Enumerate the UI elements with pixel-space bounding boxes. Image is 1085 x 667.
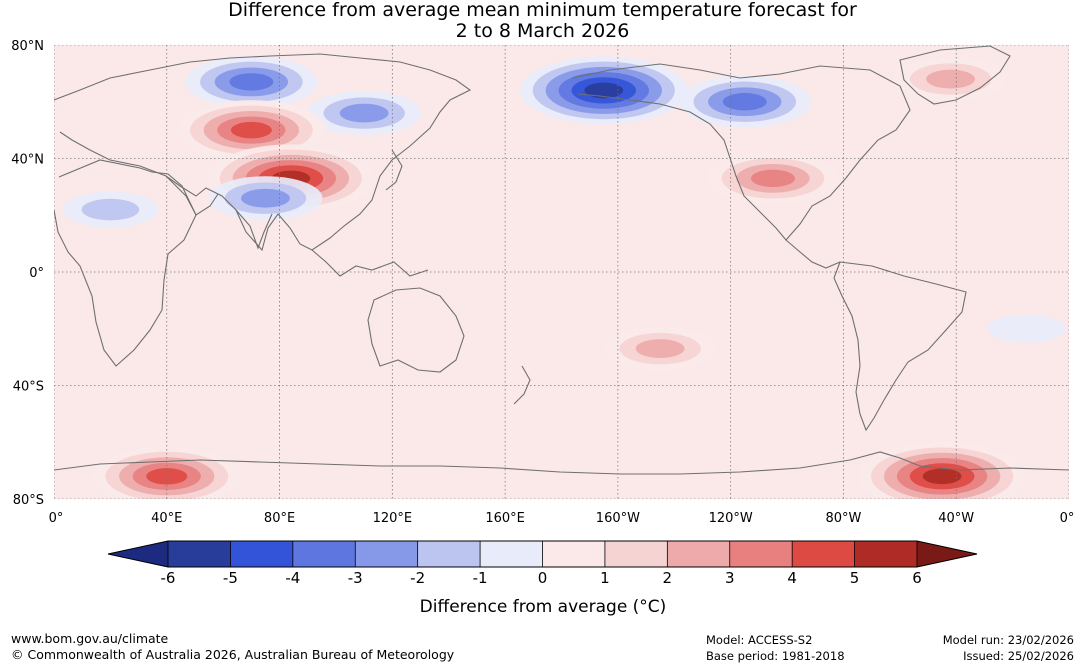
colorbar-segment	[355, 541, 419, 567]
colorbar-tick-label: -1	[473, 569, 488, 587]
map-panel	[54, 45, 1069, 499]
colorbar-segment	[604, 541, 668, 567]
colorbar-tick-label: -2	[410, 569, 425, 587]
colorbar-tick-label: -4	[285, 569, 300, 587]
colorbar-tick-label: -6	[161, 569, 176, 587]
colorbar-tick-label: -5	[223, 569, 238, 587]
lon-label: 120°W	[709, 511, 753, 526]
anomaly-contour	[922, 468, 962, 485]
anomaly-contour	[241, 188, 290, 208]
anomaly-contour	[146, 468, 188, 485]
lon-label: 80°W	[825, 511, 861, 526]
footer-base-period: Base period: 1981-2018	[706, 649, 845, 663]
anomaly-contour	[926, 69, 975, 89]
lon-label: 40°W	[938, 511, 974, 526]
footer-model: Model: ACCESS-S2	[706, 633, 813, 647]
lat-label: 40°N	[11, 153, 44, 168]
lat-label: 40°S	[13, 380, 44, 395]
anomaly-contour	[230, 121, 272, 139]
anomaly-contour	[722, 93, 767, 111]
colorbar-tick-label: 2	[663, 569, 673, 587]
lat-label: 80°S	[13, 493, 44, 508]
footer-issued: Issued: 25/02/2026	[963, 649, 1074, 663]
colorbar-tick-label: 4	[787, 569, 797, 587]
anomaly-contour	[987, 314, 1066, 343]
anomaly-contour	[584, 82, 624, 99]
colorbar-extend-max	[917, 541, 977, 567]
lat-label: 80°N	[11, 39, 44, 54]
chart-title-line-1: Difference from average mean minimum tem…	[228, 0, 857, 21]
coast-australia	[367, 287, 465, 373]
footer-copyright: © Commonwealth of Australia 2026, Austra…	[11, 647, 455, 662]
colorbar-segment	[667, 541, 731, 567]
colorbar-segment	[854, 541, 918, 567]
colorbar-segment	[792, 541, 856, 567]
lon-label: 160°E	[485, 511, 525, 526]
lon-label: 120°E	[373, 511, 413, 526]
lon-label: 160°W	[596, 511, 640, 526]
colorbar-tick-label: 0	[538, 569, 548, 587]
colorbar-segment	[292, 541, 356, 567]
anomaly-contour	[229, 73, 274, 91]
lon-label: 0°	[1060, 511, 1075, 526]
colorbar-tick-label: 3	[725, 569, 735, 587]
colorbar-label: Difference from average (°C)	[420, 597, 667, 617]
coastlines	[54, 45, 1069, 475]
lon-label: 80°E	[264, 511, 295, 526]
coast-europe-asia	[54, 53, 472, 252]
colorbar-tick-label: -3	[348, 569, 363, 587]
gridlines	[54, 45, 1069, 499]
colorbar-segment	[542, 541, 606, 567]
coast-se-asia	[311, 249, 429, 277]
anomaly-contour	[339, 103, 389, 123]
coast-new-zealand	[513, 365, 531, 405]
coast-antarctica	[54, 451, 1069, 475]
longitude-labels: 0° 40°E 80°E 120°E 160°E 160°W 120°W 80°W 40°W 0°	[49, 511, 1075, 526]
latitude-labels: 80°N 40°N 0° 40°S 80°S	[11, 39, 44, 508]
coast-north-america	[571, 63, 911, 241]
footer-model-run: Model run: 23/02/2026	[942, 633, 1074, 647]
anomaly-layer	[62, 55, 1066, 499]
colorbar-segment	[729, 541, 793, 567]
colorbar-segment	[417, 541, 481, 567]
coast-central-america	[785, 239, 841, 269]
footer-website: www.bom.gov.au/climate	[11, 631, 169, 646]
coast-greenland	[899, 45, 1011, 105]
anomaly-contour	[635, 339, 685, 359]
chart-title-line-2: 2 to 8 March 2026	[455, 20, 630, 42]
colorbar-tick-label: 6	[912, 569, 922, 587]
lon-label: 0°	[49, 511, 64, 526]
coast-india	[235, 209, 273, 250]
coast-arabia	[165, 175, 219, 216]
colorbar-tick-label: 5	[850, 569, 860, 587]
lat-label: 0°	[29, 266, 44, 281]
colorbar: -6 -5 -4 -3 -2 -1 0 1 2 3 4 5 6	[107, 540, 978, 587]
colorbar-segment	[168, 541, 231, 567]
lon-label: 40°E	[151, 511, 182, 526]
anomaly-contour	[81, 198, 140, 221]
coast-japan	[385, 149, 403, 191]
colorbar-segment	[230, 541, 294, 567]
colorbar-extend-min	[108, 541, 168, 567]
coast-south-america	[833, 261, 967, 432]
colorbar-tick-label: 1	[600, 569, 610, 587]
anomaly-contour	[750, 169, 795, 188]
colorbar-segment	[480, 541, 543, 567]
